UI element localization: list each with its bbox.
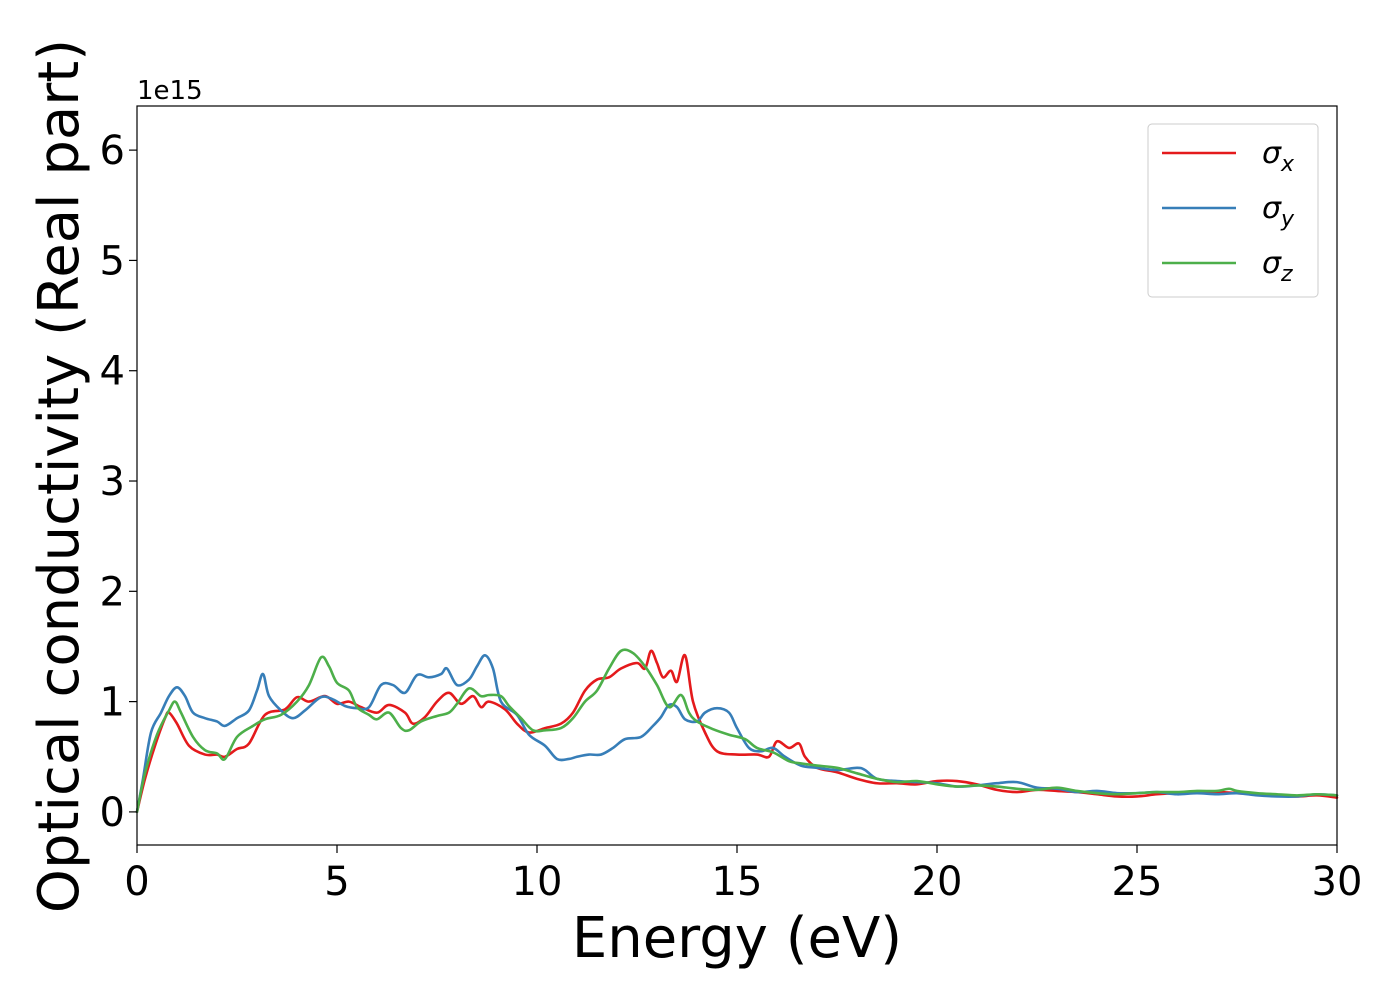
x-tick-label: 15 bbox=[712, 859, 763, 905]
x-axis-ticks: 0 5 10 15 20 25 30 bbox=[124, 845, 1362, 905]
series-line-sigma-z bbox=[135, 648, 1339, 814]
x-axis-title: Energy (eV) bbox=[572, 906, 902, 971]
legend: σx σy σz bbox=[1147, 123, 1319, 298]
series-layer bbox=[135, 648, 1339, 814]
series-line-sigma-x bbox=[135, 649, 1339, 814]
x-tick-label: 5 bbox=[324, 859, 349, 905]
legend-label-sigma-x: σx bbox=[1262, 136, 1295, 177]
x-tick-label: 25 bbox=[1112, 859, 1163, 905]
y-tick-label: 1 bbox=[100, 680, 125, 726]
y-offset-label: 1e15 bbox=[137, 76, 203, 106]
y-tick-label: 0 bbox=[100, 790, 125, 836]
plot-background bbox=[137, 106, 1337, 845]
y-tick-label: 4 bbox=[100, 349, 125, 395]
x-tick-label: 0 bbox=[124, 859, 149, 905]
legend-box bbox=[1147, 123, 1319, 298]
x-tick-label: 10 bbox=[512, 859, 563, 905]
legend-label-sigma-y: σy bbox=[1262, 191, 1295, 232]
x-tick-label: 20 bbox=[912, 859, 963, 905]
legend-label-sigma-z: σz bbox=[1262, 246, 1293, 287]
y-tick-label: 2 bbox=[100, 569, 125, 615]
series-line-sigma-y bbox=[135, 653, 1339, 814]
y-tick-label: 5 bbox=[100, 238, 125, 284]
y-axis-title: Optical conductivity (Real part) bbox=[27, 39, 92, 913]
y-tick-label: 3 bbox=[100, 459, 125, 505]
x-tick-label: 30 bbox=[1312, 859, 1363, 905]
y-axis-ticks: 0 1 2 3 4 5 6 bbox=[100, 128, 137, 836]
y-tick-label: 6 bbox=[100, 128, 125, 174]
legend-entries: σx σy σz bbox=[1162, 136, 1295, 287]
